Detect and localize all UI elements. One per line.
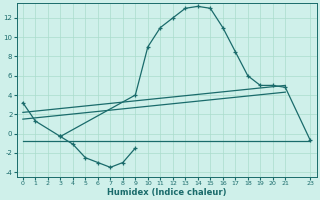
X-axis label: Humidex (Indice chaleur): Humidex (Indice chaleur) (107, 188, 226, 197)
